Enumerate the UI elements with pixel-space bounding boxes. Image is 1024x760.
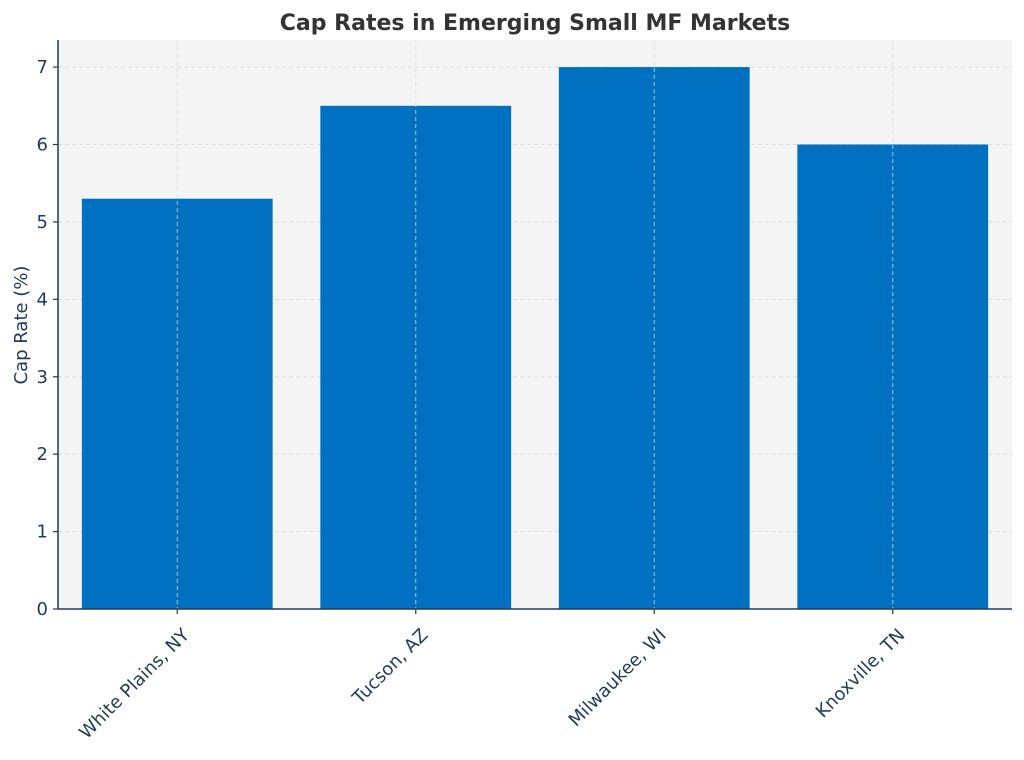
axis-layer (57, 40, 1012, 610)
y-axis-label: Cap Rate (%) (11, 266, 32, 385)
y-tick-label-6: 6 (37, 135, 48, 156)
y-tick-label-7: 7 (37, 57, 48, 78)
chart-title: Cap Rates in Emerging Small MF Markets (280, 11, 790, 36)
grid-layer (58, 66, 1012, 533)
y-tick-label-2: 2 (37, 444, 48, 465)
y-tick-label-1: 1 (37, 522, 48, 543)
y-tick-label-3: 3 (37, 367, 48, 388)
x-tick-label-3: Knoxville, TN (812, 625, 910, 723)
x-tick-label-1: Tucson, AZ (348, 625, 432, 709)
y-tick-label-4: 4 (37, 289, 48, 310)
x-tick-label-2: Milwaukee, WI (565, 625, 671, 731)
y-tick-label-0: 0 (37, 599, 48, 620)
x-tick-label-0: White Plains, NY (75, 624, 194, 743)
y-tick-label-5: 5 (37, 212, 48, 233)
